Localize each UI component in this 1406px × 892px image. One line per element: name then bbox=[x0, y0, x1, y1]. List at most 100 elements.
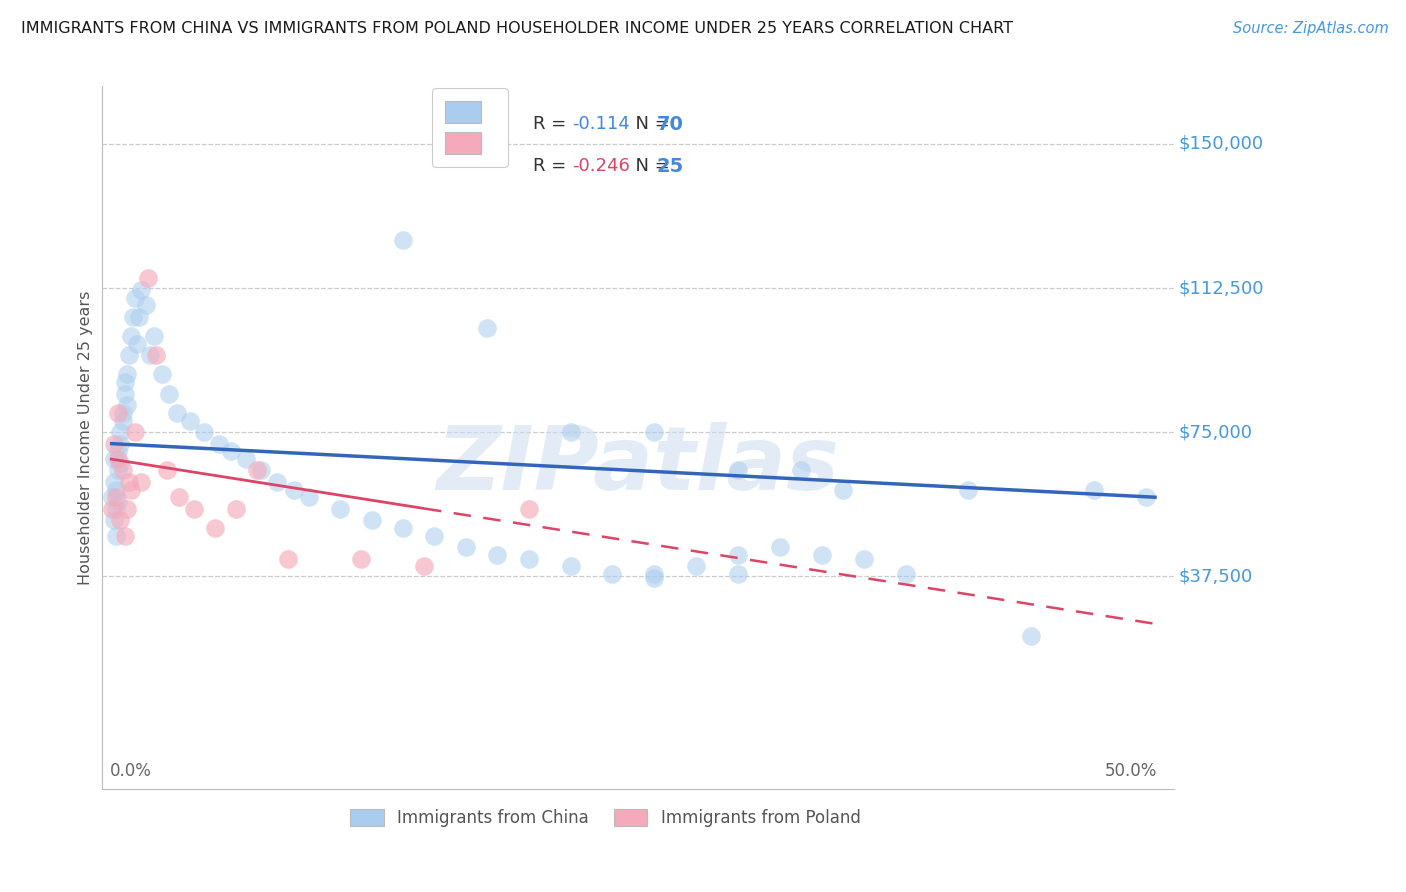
Text: ZIPatlas: ZIPatlas bbox=[436, 423, 839, 509]
Point bbox=[131, 283, 153, 297]
Point bbox=[110, 513, 132, 527]
Point bbox=[350, 551, 373, 566]
Point bbox=[810, 548, 832, 562]
Point bbox=[475, 321, 498, 335]
Point bbox=[124, 291, 146, 305]
Point bbox=[423, 529, 446, 543]
Point bbox=[560, 425, 582, 439]
Point bbox=[110, 436, 132, 450]
Point bbox=[957, 483, 980, 497]
Text: 50.0%: 50.0% bbox=[1104, 762, 1157, 780]
Point bbox=[298, 491, 321, 505]
Point bbox=[118, 475, 141, 489]
Text: IMMIGRANTS FROM CHINA VS IMMIGRANTS FROM POLAND HOUSEHOLDER INCOME UNDER 25 YEAR: IMMIGRANTS FROM CHINA VS IMMIGRANTS FROM… bbox=[21, 21, 1014, 37]
Point bbox=[179, 413, 201, 427]
Point bbox=[150, 368, 173, 382]
Point bbox=[103, 513, 125, 527]
Point bbox=[120, 483, 142, 497]
Point bbox=[790, 463, 813, 477]
Point bbox=[486, 548, 509, 562]
Point bbox=[560, 559, 582, 574]
Point bbox=[204, 521, 226, 535]
Point bbox=[107, 463, 129, 477]
Point bbox=[131, 475, 153, 489]
Point bbox=[127, 336, 149, 351]
Point bbox=[183, 501, 205, 516]
Point bbox=[235, 451, 257, 466]
Point bbox=[145, 348, 167, 362]
Point bbox=[208, 436, 231, 450]
Text: -0.246: -0.246 bbox=[572, 157, 630, 175]
Point bbox=[115, 368, 138, 382]
Point bbox=[894, 567, 917, 582]
Point bbox=[139, 348, 162, 362]
Point bbox=[360, 513, 382, 527]
Point bbox=[110, 425, 132, 439]
Text: $150,000: $150,000 bbox=[1178, 135, 1264, 153]
Text: 0.0%: 0.0% bbox=[110, 762, 152, 780]
Y-axis label: Householder Income Under 25 years: Householder Income Under 25 years bbox=[79, 291, 93, 585]
Point bbox=[1019, 629, 1042, 643]
Point bbox=[115, 501, 138, 516]
Point bbox=[517, 501, 540, 516]
Point bbox=[392, 521, 415, 535]
Point bbox=[111, 406, 134, 420]
Point bbox=[142, 329, 165, 343]
Point bbox=[329, 501, 352, 516]
Point bbox=[392, 233, 415, 247]
Point bbox=[114, 375, 136, 389]
Point bbox=[643, 425, 665, 439]
Point bbox=[225, 501, 247, 516]
Text: R =: R = bbox=[533, 157, 578, 175]
Point bbox=[643, 567, 665, 582]
Text: N =: N = bbox=[624, 115, 676, 133]
Point bbox=[1083, 483, 1105, 497]
Text: N =: N = bbox=[624, 157, 676, 175]
Point bbox=[107, 451, 129, 466]
Text: $75,000: $75,000 bbox=[1178, 423, 1253, 441]
Point bbox=[643, 571, 665, 585]
Point bbox=[120, 329, 142, 343]
Point bbox=[111, 463, 134, 477]
Point bbox=[136, 271, 159, 285]
Text: -0.114: -0.114 bbox=[572, 115, 630, 133]
Point bbox=[101, 491, 124, 505]
Point bbox=[157, 386, 180, 401]
Point bbox=[122, 310, 145, 324]
Point bbox=[115, 398, 138, 412]
Point bbox=[1135, 491, 1157, 505]
Point bbox=[114, 529, 136, 543]
Point bbox=[277, 551, 299, 566]
Point bbox=[107, 406, 129, 420]
Point bbox=[193, 425, 215, 439]
Text: Source: ZipAtlas.com: Source: ZipAtlas.com bbox=[1233, 21, 1389, 37]
Point bbox=[769, 541, 792, 555]
Point bbox=[266, 475, 288, 489]
Point bbox=[517, 551, 540, 566]
Point bbox=[166, 406, 188, 420]
Point bbox=[103, 451, 125, 466]
Legend: Immigrants from China, Immigrants from Poland: Immigrants from China, Immigrants from P… bbox=[343, 802, 868, 834]
Point bbox=[103, 436, 125, 450]
Text: 70: 70 bbox=[657, 114, 683, 134]
Point bbox=[101, 501, 124, 516]
Point bbox=[283, 483, 305, 497]
Point bbox=[249, 463, 271, 477]
Point bbox=[155, 463, 177, 477]
Point bbox=[105, 529, 128, 543]
Point bbox=[107, 494, 129, 508]
Point bbox=[413, 559, 436, 574]
Point bbox=[727, 463, 749, 477]
Point bbox=[105, 501, 128, 516]
Point bbox=[124, 425, 146, 439]
Point bbox=[110, 456, 132, 470]
Point bbox=[831, 483, 853, 497]
Point bbox=[245, 463, 267, 477]
Point bbox=[727, 567, 749, 582]
Point bbox=[221, 444, 243, 458]
Point bbox=[128, 310, 150, 324]
Point bbox=[105, 483, 128, 497]
Point bbox=[135, 298, 157, 312]
Text: 25: 25 bbox=[657, 156, 683, 176]
Point bbox=[105, 491, 128, 505]
